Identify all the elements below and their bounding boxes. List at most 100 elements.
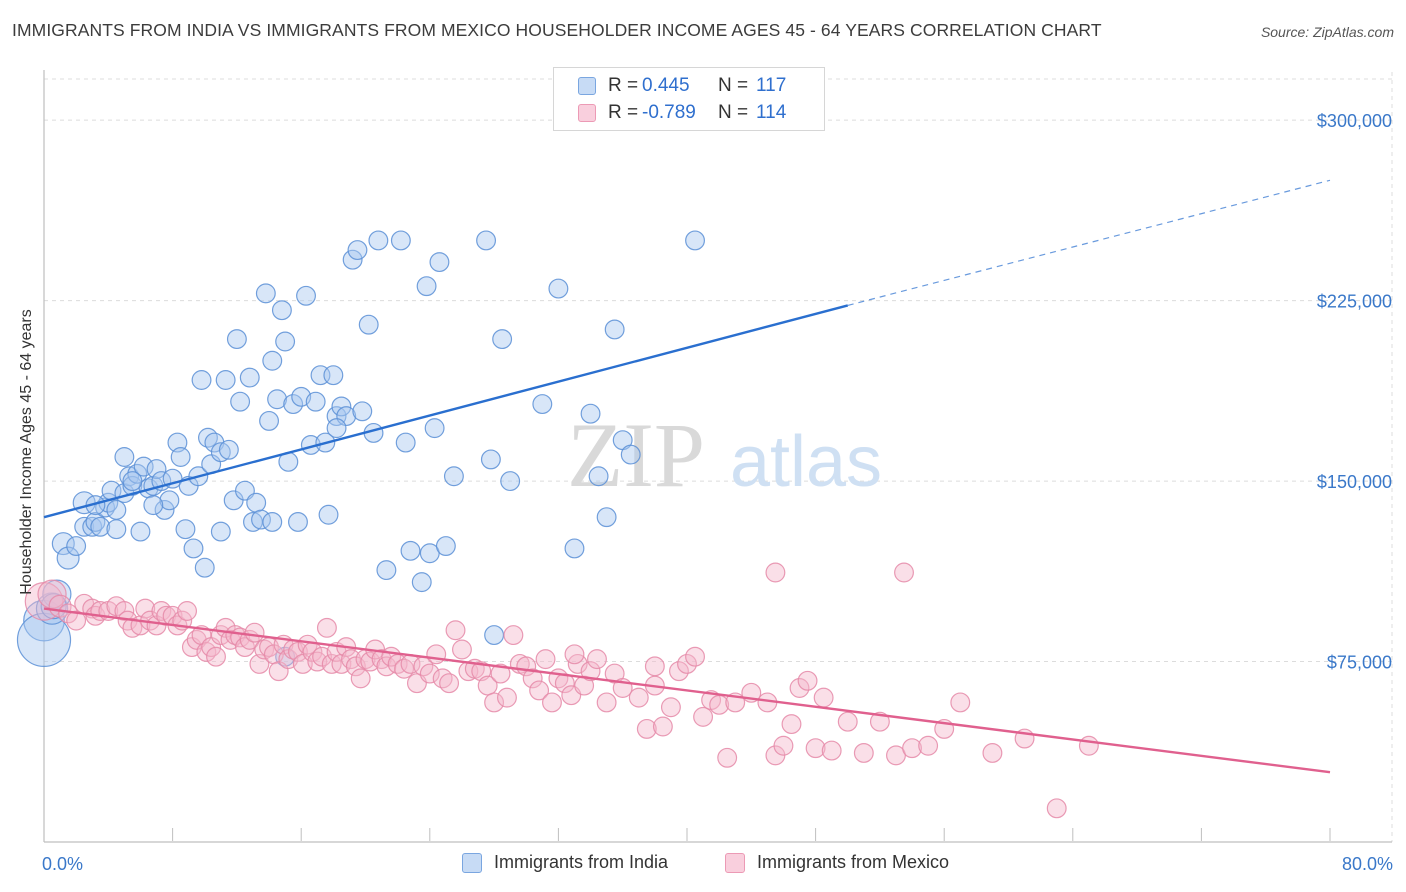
mexico-legend-label: Immigrants from Mexico — [757, 852, 950, 872]
india-point — [480, 449, 501, 470]
india-point — [194, 557, 215, 578]
mexico-point — [419, 663, 440, 684]
tick-labels: $75,000 $150,000 $225,000 $300,000 0.0% 80.0% — [42, 111, 1393, 874]
mexico-point — [717, 747, 738, 768]
india-point — [288, 512, 308, 532]
r-label: R = — [608, 75, 639, 96]
x-tick-label: 0.0% — [42, 854, 83, 874]
india-point — [411, 572, 432, 593]
india-point — [395, 432, 416, 453]
india-point — [390, 230, 411, 251]
india-point — [246, 492, 267, 513]
india-point — [443, 466, 464, 487]
legend-item-mexico[interactable]: Immigrants from Mexico — [725, 852, 949, 873]
mexico-point — [1046, 798, 1067, 819]
india-point — [130, 521, 151, 542]
legend-item-india[interactable]: Immigrants from India — [462, 852, 668, 873]
india-point — [183, 538, 204, 559]
y-tick-label: $150,000 — [1317, 472, 1392, 492]
y-tick-label: $225,000 — [1317, 292, 1392, 312]
mexico-point — [660, 697, 681, 718]
series-legend: Immigrants from India Immigrants from Me… — [0, 852, 1406, 876]
india-point — [267, 389, 288, 410]
mexico-point — [542, 692, 562, 713]
india-point — [296, 285, 316, 306]
mexico-point — [316, 617, 337, 638]
mexico-point — [1078, 735, 1099, 756]
india-point — [435, 536, 456, 556]
n-label: N = — [718, 102, 749, 123]
india-point — [133, 456, 154, 477]
india-point — [90, 516, 111, 537]
mexico-swatch — [578, 104, 596, 122]
n-label: N = — [718, 75, 749, 96]
r-label: R = — [608, 102, 639, 123]
india-point — [400, 540, 421, 561]
india-trend-line — [43, 304, 849, 519]
stats-legend: R = 0.445 N = 117 R = -0.789 N = 114 — [553, 67, 825, 131]
india-point — [210, 521, 231, 542]
india-point — [51, 532, 75, 556]
mexico-point — [789, 678, 810, 698]
india-point — [358, 314, 379, 335]
india-point — [342, 249, 363, 270]
mexico-point — [206, 646, 226, 667]
mexico-point — [350, 668, 371, 689]
mexico-point — [797, 670, 818, 691]
india-point — [218, 439, 239, 460]
mexico-point — [805, 738, 826, 759]
chart-title: IMMIGRANTS FROM INDIA VS IMMIGRANTS FROM… — [12, 20, 1102, 40]
mexico-point — [529, 680, 550, 701]
india-point — [476, 230, 497, 251]
y-tick-label: $75,000 — [1327, 653, 1392, 673]
mexico-point — [484, 692, 505, 713]
india-point — [262, 512, 283, 532]
watermark-zip: ZIP — [567, 404, 705, 506]
mexico-point — [522, 668, 543, 689]
mexico-point — [497, 687, 517, 708]
india-point — [323, 365, 344, 386]
mexico-point — [982, 743, 1003, 763]
india-point — [588, 466, 609, 487]
trend-lines — [43, 179, 1331, 774]
x-tick-label: 80.0% — [1342, 854, 1393, 874]
mexico-point — [685, 646, 705, 667]
india-swatch — [578, 77, 596, 95]
india-point — [620, 444, 641, 465]
india-point — [146, 459, 167, 479]
india-point — [191, 370, 212, 390]
mexico-point — [837, 711, 858, 732]
mexico-point — [244, 622, 265, 643]
india-point — [255, 283, 276, 304]
india-point — [271, 300, 292, 321]
india-point — [416, 276, 437, 297]
n-value-mexico: 114 — [756, 102, 787, 123]
india-point — [262, 350, 283, 371]
india-point — [492, 329, 513, 350]
mexico-point — [628, 687, 649, 708]
r-value-india: 0.445 — [642, 75, 690, 96]
n-value-india: 117 — [756, 75, 787, 96]
y-axis-label: Householder Income Ages 45 - 64 years — [18, 309, 35, 595]
mexico-point — [503, 625, 524, 646]
india-point — [548, 278, 569, 299]
india-point — [596, 507, 617, 528]
india-point — [106, 499, 127, 520]
india-point — [122, 475, 143, 496]
mexico-point — [135, 598, 156, 619]
india-point — [230, 391, 251, 412]
r-value-mexico: -0.789 — [642, 102, 696, 123]
india-point — [347, 240, 368, 261]
mexico-point — [596, 692, 617, 713]
mexico-point — [773, 735, 794, 756]
india-point — [66, 536, 87, 556]
mexico-point — [644, 656, 665, 677]
mexico-point — [587, 649, 607, 670]
india-legend-swatch — [462, 852, 482, 873]
watermark: ZIP atlas — [567, 404, 882, 506]
india-point — [170, 447, 191, 467]
india-point — [175, 519, 196, 540]
india-legend-label: Immigrants from India — [494, 852, 669, 872]
india-point — [283, 394, 304, 415]
india-point — [40, 593, 67, 620]
